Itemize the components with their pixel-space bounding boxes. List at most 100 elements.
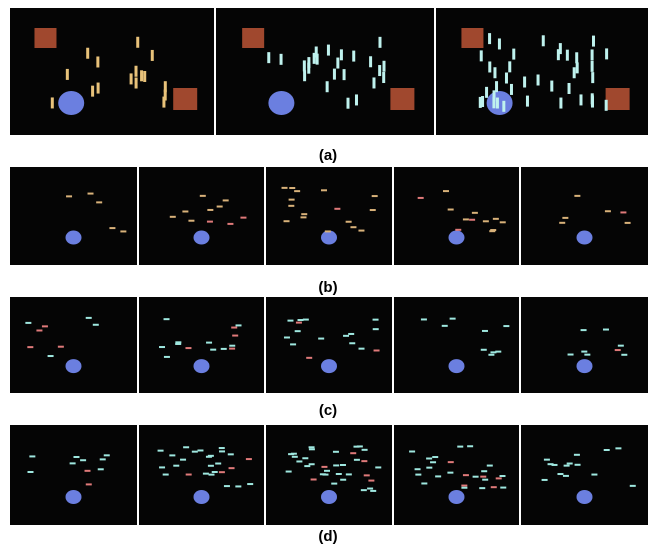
figure-person <box>183 446 189 448</box>
figure-person <box>219 450 225 452</box>
figure-person <box>267 52 270 63</box>
figure-person <box>284 336 290 338</box>
figure-person <box>349 342 355 344</box>
figure-person <box>576 62 579 73</box>
figure-person <box>487 465 493 467</box>
figure-person <box>591 93 594 104</box>
figure-person <box>29 455 35 457</box>
figure-person <box>169 454 175 456</box>
image-panel <box>394 425 519 525</box>
figure-person <box>207 221 213 223</box>
figure-person <box>503 325 509 327</box>
figure-person <box>361 489 367 491</box>
figure-person <box>136 37 139 48</box>
figure-person <box>309 463 315 465</box>
house <box>606 88 630 110</box>
figure-person <box>334 208 340 210</box>
figure-person <box>229 348 235 350</box>
subfigure-label: (d) <box>318 528 337 545</box>
figure-person <box>448 461 454 463</box>
figure-person <box>481 470 487 472</box>
figure-person <box>246 458 252 460</box>
figure-person <box>309 446 315 448</box>
figure-person <box>97 83 100 94</box>
figure-person <box>318 338 324 340</box>
figure-person <box>372 77 375 88</box>
figure-person <box>510 84 513 95</box>
figure-person <box>340 464 346 466</box>
figure-person <box>91 86 94 97</box>
figure-person <box>294 190 300 192</box>
figure-person <box>378 65 381 76</box>
figure-person <box>301 213 307 215</box>
figure-person <box>247 483 253 485</box>
figure-person <box>618 345 624 347</box>
figure-person <box>447 472 453 474</box>
image-panel <box>266 297 392 393</box>
figure-person <box>481 349 487 351</box>
figure-person <box>170 216 176 218</box>
figure-person <box>482 479 488 481</box>
figure-person <box>472 212 478 214</box>
figure-person <box>605 48 608 59</box>
image-panel <box>521 297 648 393</box>
image-panel <box>139 297 264 393</box>
image-panel <box>10 425 137 525</box>
blob <box>194 490 210 504</box>
figure-person <box>500 221 506 223</box>
figure-person <box>359 348 365 350</box>
figure-person <box>358 230 364 232</box>
figure-person <box>207 209 213 211</box>
figure-person <box>343 69 346 80</box>
figure-person <box>457 446 463 448</box>
figure-person <box>630 485 636 487</box>
figure-person <box>343 335 349 337</box>
figure-person <box>292 456 298 458</box>
figure-person <box>488 354 494 356</box>
figure-person <box>135 78 138 89</box>
figure-person <box>557 473 563 475</box>
figure-person <box>485 87 488 98</box>
figure-person <box>331 483 337 485</box>
figure-person <box>224 485 230 487</box>
figure-person <box>575 464 581 466</box>
figure-person <box>336 58 339 69</box>
figure-person <box>217 206 223 208</box>
figure-person <box>100 458 106 460</box>
figure-person <box>210 349 216 351</box>
figure-person <box>502 101 505 112</box>
figure-person <box>51 97 54 108</box>
figure-person <box>581 329 587 331</box>
blob <box>66 231 82 245</box>
blob <box>321 231 337 245</box>
image-panel <box>216 8 434 135</box>
figure-person <box>499 475 505 477</box>
figure-person <box>620 211 626 213</box>
figure-person <box>286 471 292 473</box>
figure-person <box>85 470 91 472</box>
figure-person <box>573 67 576 78</box>
image-panel <box>394 167 519 265</box>
image-panel <box>139 425 264 525</box>
figure-person <box>373 319 379 321</box>
figure-person <box>88 193 94 195</box>
figure-person <box>320 473 326 475</box>
figure-person <box>368 480 374 482</box>
figure-person <box>296 460 302 462</box>
figure-person <box>208 455 214 457</box>
figure-person <box>130 73 133 84</box>
blob <box>449 490 465 504</box>
blob <box>449 231 465 245</box>
figure-person <box>164 81 167 92</box>
figure-person <box>143 71 146 82</box>
image-panel <box>266 167 392 265</box>
image-panel <box>10 297 137 393</box>
figure-person <box>550 81 553 92</box>
figure-person <box>164 356 170 358</box>
figure-person <box>495 81 498 92</box>
figure-person <box>203 473 209 475</box>
figure-person <box>200 195 206 197</box>
figure-person <box>490 351 496 353</box>
figure-person <box>415 474 421 476</box>
figure-person <box>159 466 165 468</box>
